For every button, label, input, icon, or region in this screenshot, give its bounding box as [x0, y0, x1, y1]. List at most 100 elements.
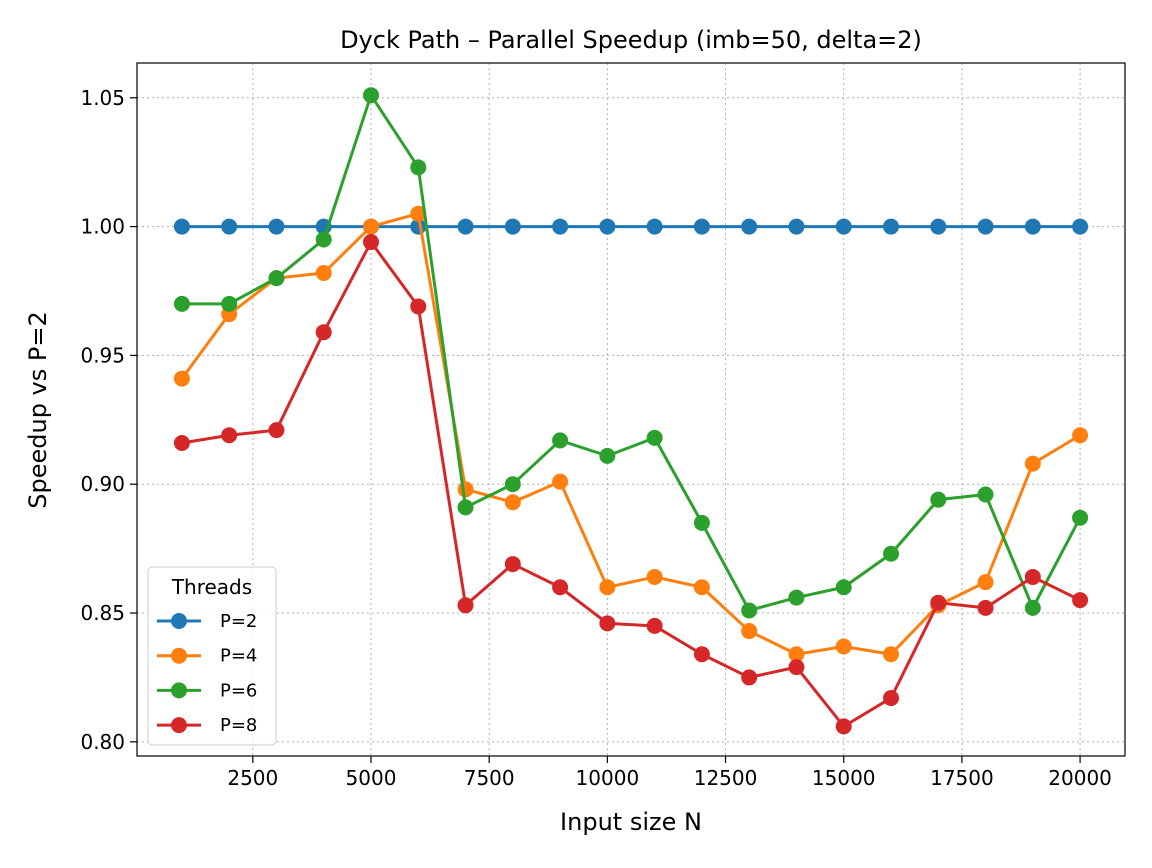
data-point-p2 — [883, 218, 899, 235]
data-point-p8 — [268, 422, 285, 439]
series-line-p4 — [180, 212, 1081, 656]
chart-title: Dyck Path – Parallel Speedup (imb=50, de… — [340, 26, 922, 54]
data-point-p6 — [883, 545, 899, 562]
x-tick-label: 2500 — [227, 766, 278, 790]
legend-box — [147, 566, 277, 746]
data-point-p8 — [599, 615, 616, 632]
series-p2 — [173, 218, 1089, 235]
data-point-p8 — [646, 617, 663, 634]
legend-marker-p4 — [171, 647, 187, 664]
data-point-p2 — [552, 218, 569, 235]
data-point-p4 — [173, 370, 190, 387]
y-axis-label: Speedup vs P=2 — [24, 311, 52, 509]
data-point-p6 — [457, 499, 474, 516]
data-point-p8 — [504, 556, 521, 573]
data-point-p4 — [552, 473, 569, 490]
legend-marker-p2 — [171, 613, 187, 629]
data-point-p4 — [693, 579, 710, 596]
x-tick-label: 7500 — [464, 766, 515, 790]
data-point-p4 — [741, 623, 758, 640]
data-point-p8 — [693, 646, 710, 663]
x-tick-label: 12500 — [694, 766, 758, 790]
data-point-p4 — [1072, 427, 1089, 444]
series-p4 — [173, 205, 1089, 663]
data-point-p2 — [457, 218, 474, 235]
data-point-p4 — [363, 218, 379, 235]
data-point-p6 — [788, 589, 805, 606]
data-point-p8 — [883, 690, 899, 707]
data-point-p8 — [1072, 592, 1089, 609]
data-point-p8 — [221, 427, 238, 444]
data-point-p2 — [173, 218, 190, 235]
data-point-p4 — [977, 574, 994, 591]
x-tick-label: 20000 — [1048, 766, 1112, 790]
y-tick-label: 0.90 — [80, 472, 125, 496]
data-point-p6 — [835, 579, 852, 596]
data-point-p4 — [646, 568, 663, 585]
data-point-p4 — [410, 205, 427, 222]
data-point-p6 — [221, 295, 238, 312]
data-point-p6 — [363, 87, 379, 104]
data-point-p4 — [835, 638, 852, 655]
x-tick-label: 10000 — [576, 766, 640, 790]
series-line-p6 — [181, 93, 1082, 612]
y-tick-label: 1.05 — [80, 86, 125, 110]
data-point-p4 — [883, 646, 899, 663]
data-point-p6 — [315, 231, 332, 248]
y-tick-label: 0.80 — [80, 730, 125, 754]
data-point-p4 — [457, 481, 474, 498]
legend-label-p8: P=8 — [220, 715, 257, 736]
data-point-p6 — [552, 432, 569, 449]
data-point-p6 — [410, 159, 427, 176]
data-point-p4 — [599, 579, 616, 596]
data-point-p8 — [363, 234, 379, 251]
data-point-p8 — [410, 298, 427, 315]
data-point-p6 — [977, 486, 994, 503]
x-axis-label: Input size N — [560, 808, 702, 836]
data-point-p8 — [552, 579, 569, 596]
data-point-p8 — [930, 594, 947, 611]
series-lines — [173, 87, 1089, 735]
legend-label-p6: P=6 — [220, 680, 257, 701]
data-point-p2 — [504, 218, 521, 235]
data-point-p6 — [1072, 509, 1089, 526]
data-point-p6 — [741, 602, 758, 619]
legend-marker-p6 — [171, 682, 187, 699]
legend-title: Threads — [171, 575, 252, 599]
data-point-p8 — [457, 597, 474, 614]
data-point-p2 — [788, 218, 805, 235]
data-point-p2 — [835, 218, 852, 235]
y-tick-label: 0.95 — [80, 343, 125, 367]
data-point-p2 — [693, 218, 710, 235]
data-point-p6 — [599, 447, 616, 464]
data-point-p4 — [788, 646, 805, 663]
data-point-p8 — [173, 434, 190, 451]
x-tick-label: 15000 — [812, 766, 876, 790]
data-point-p2 — [1024, 218, 1041, 235]
data-point-p8 — [741, 669, 758, 686]
legend-marker-p8 — [171, 717, 187, 734]
data-point-p6 — [930, 491, 947, 508]
data-point-p6 — [646, 429, 663, 446]
y-tick-label: 1.00 — [80, 215, 125, 239]
axis-ticks: 2500 5000 7500 10000 12500 15000 17500 20000 0.8… — [80, 86, 1111, 790]
data-point-p4 — [1024, 455, 1041, 472]
data-point-p4 — [315, 264, 332, 281]
data-point-p6 — [1024, 599, 1041, 616]
data-point-p8 — [1024, 568, 1041, 585]
series-line-p8 — [181, 240, 1081, 728]
data-point-p6 — [268, 270, 285, 287]
data-point-p4 — [504, 494, 521, 511]
legend-label-p4: P=4 — [220, 646, 257, 667]
data-point-p2 — [977, 218, 994, 235]
data-point-p2 — [930, 218, 947, 235]
x-tick-label: 17500 — [930, 766, 994, 790]
series-p6 — [173, 87, 1089, 619]
data-point-p6 — [693, 514, 710, 531]
data-point-p6 — [173, 295, 190, 312]
data-point-p2 — [599, 218, 616, 235]
data-point-p2 — [1072, 218, 1089, 235]
data-point-p8 — [835, 718, 852, 735]
